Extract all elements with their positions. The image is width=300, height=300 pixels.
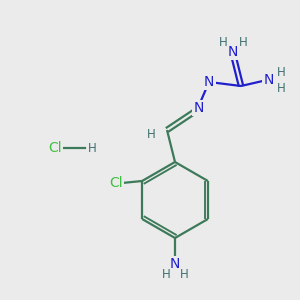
Text: H: H — [219, 35, 227, 49]
Text: Cl: Cl — [48, 141, 62, 155]
Text: H: H — [277, 82, 285, 94]
Text: H: H — [88, 142, 96, 154]
Text: N: N — [194, 101, 204, 115]
Text: H: H — [238, 35, 247, 49]
Text: N: N — [264, 73, 274, 87]
Text: Cl: Cl — [109, 176, 123, 190]
Text: H: H — [277, 65, 285, 79]
Text: N: N — [204, 75, 214, 89]
Text: H: H — [180, 268, 188, 281]
Text: H: H — [162, 268, 170, 281]
Text: H: H — [147, 128, 155, 142]
Text: N: N — [228, 45, 238, 59]
Text: N: N — [170, 257, 180, 271]
